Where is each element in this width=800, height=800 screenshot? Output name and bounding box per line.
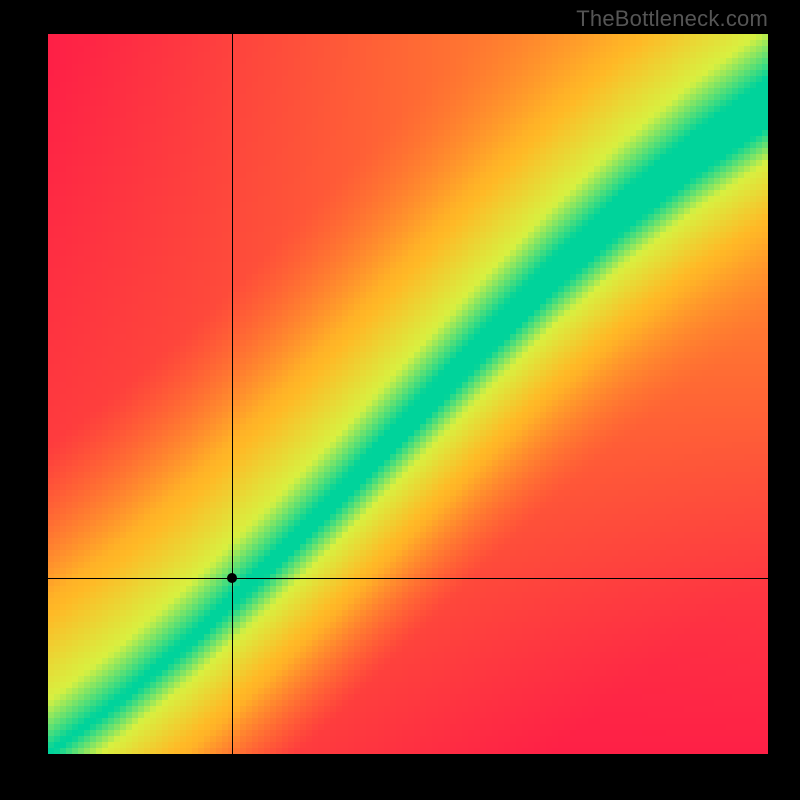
watermark-text: TheBottleneck.com	[576, 6, 768, 32]
crosshair-vertical	[232, 34, 233, 754]
crosshair-marker	[227, 573, 237, 583]
crosshair-horizontal	[48, 578, 768, 579]
heatmap-canvas	[48, 34, 768, 754]
bottleneck-heatmap	[48, 34, 768, 754]
